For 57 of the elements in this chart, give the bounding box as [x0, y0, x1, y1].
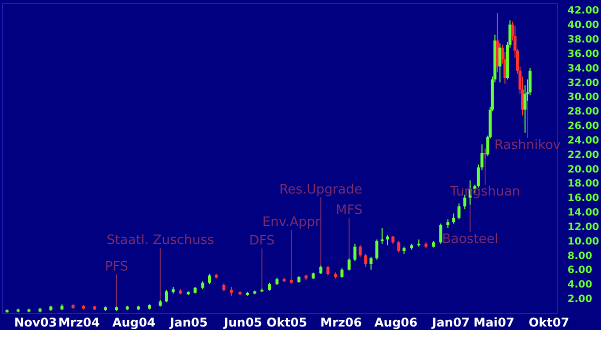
x-tick-label: Okt05 [266, 316, 308, 330]
y-tick-label: 8.00 [568, 250, 592, 262]
y-tick-label: 36.00 [568, 48, 600, 60]
y-tick-label: 40.00 [568, 20, 600, 32]
annotation: DFS [249, 233, 275, 248]
y-tick-label: 26.00 [568, 121, 600, 132]
annotation: Env.Appr [262, 214, 322, 230]
x-tick-label: Aug06 [374, 316, 418, 330]
x-tick-label: Jun05 [222, 316, 262, 330]
candlestick [364, 253, 368, 268]
candlestick [208, 274, 211, 285]
x-tick-label: Nov03 [14, 316, 57, 330]
y-tick-label: 18.00 [568, 178, 600, 190]
candlestick [370, 256, 373, 270]
x-tick-label: Mai07 [474, 316, 514, 330]
y-tick-label: 24.00 [568, 135, 600, 146]
y-tick-label: 14.00 [568, 208, 600, 219]
candlestick [326, 266, 330, 276]
annotation: Staatl. Zuschuss [106, 233, 214, 248]
candlestick [380, 227, 384, 244]
annotation: Baosteel [442, 232, 498, 247]
candlestick [358, 244, 362, 258]
x-tick-label: Aug04 [112, 316, 156, 330]
candlestick [457, 202, 460, 220]
y-tick-label: 4.00 [568, 280, 592, 291]
annotation: PFS [104, 260, 128, 275]
x-tick-label: Mrz04 [58, 316, 100, 330]
y-tick-label: 28.00 [568, 106, 600, 118]
x-tick-label: Jan05 [168, 316, 208, 330]
y-tick-label: 22.00 [568, 150, 600, 161]
y-tick-label: 32.00 [568, 78, 600, 89]
y-tick-label: 12.00 [568, 222, 600, 233]
y-tick-label: 30.00 [568, 92, 600, 104]
annotation: MFS [336, 203, 363, 218]
candlestick [340, 268, 344, 278]
annotation: Res.Upgrade [279, 182, 362, 198]
y-tick-label: 34.00 [568, 63, 600, 74]
candlestick [397, 240, 400, 253]
x-tick-label: Okt07 [528, 316, 570, 330]
candlestick [386, 234, 390, 246]
candlestick [498, 42, 502, 83]
candlestick [439, 223, 442, 244]
y-tick-label: 38.00 [568, 34, 600, 46]
y-tick-label: 6.00 [568, 265, 592, 276]
candlestick [452, 213, 456, 224]
candlestick [353, 243, 356, 262]
y-tick-label: 10.00 [568, 236, 600, 248]
y-tick-label: 20.00 [568, 164, 600, 176]
candlestick [375, 238, 378, 260]
candlestick [164, 289, 168, 303]
y-tick-label: 42.00 [568, 6, 600, 17]
x-tick-label: Mrz06 [320, 316, 362, 330]
annotation: Rashnikov [494, 138, 562, 154]
candlestick [38, 308, 42, 312]
y-tick-label: 16.00 [568, 193, 600, 204]
x-tick-label: Jan07 [430, 316, 470, 330]
y-tick-label: 2.00 [568, 294, 592, 306]
